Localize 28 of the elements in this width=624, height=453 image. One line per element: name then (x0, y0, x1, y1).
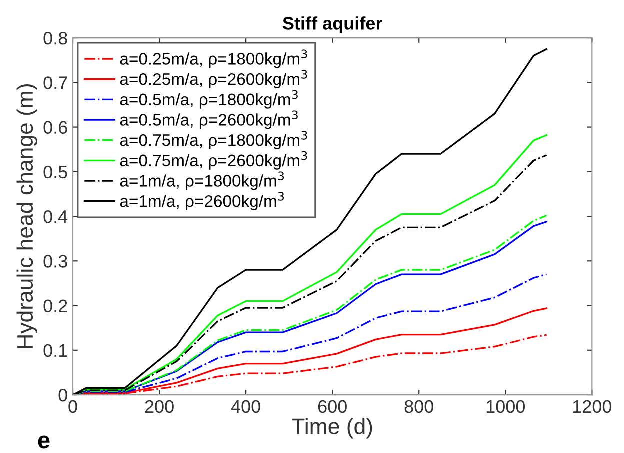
y-tick-label: 0.6 (44, 121, 68, 134)
legend-label: a=0.25m/a, ρ=1800kg/m$^{3}$ (120, 50, 308, 68)
y-tick-label: 0.5 (44, 166, 68, 179)
chart-title: Stiff aquifer (282, 16, 382, 34)
x-tick-label: 1000 (486, 400, 526, 414)
legend-label: a=0.75m/a, ρ=2600kg/m$^{3}$ (120, 151, 308, 170)
y-tick-label: 0.1 (44, 344, 68, 358)
x-tick-label: 600 (318, 400, 347, 414)
y-tick-label: 0.2 (44, 300, 68, 312)
y-tick-label: 0.4 (44, 210, 68, 224)
legend-label: a=1m/a, ρ=1800kg/m$^{3}$ (120, 172, 284, 190)
y-tick-label: 0.3 (44, 255, 68, 268)
x-tick-label: 0 (68, 400, 78, 414)
x-axis-title: Time (d) (292, 418, 372, 439)
y-tick-label: 0.8 (44, 32, 68, 45)
x-tick-label: 1200 (573, 400, 612, 414)
y-axis-title: Hydraulic head change (m) (16, 84, 38, 348)
legend-label: a=0.5m/a, ρ=2600kg/m$^{3}$ (120, 110, 298, 130)
y-tick-label: 0.7 (44, 76, 68, 90)
legend-label: a=0.25m/a, ρ=2600kg/m$^{3}$ (120, 70, 308, 89)
legend-label: a=1m/a, ρ=2600kg/m$^{3}$ (120, 192, 284, 211)
text: e (38, 436, 50, 449)
y-tick-label: 0 (58, 388, 68, 402)
legend-label: a=0.75m/a, ρ=1800kg/m$^{3}$ (120, 131, 308, 150)
x-tick-label: 200 (145, 400, 174, 414)
x-tick-label: 800 (404, 400, 434, 414)
x-tick-label: 400 (231, 400, 260, 414)
legend-label: a=0.5m/a, ρ=1800kg/m$^{3}$ (120, 90, 298, 109)
